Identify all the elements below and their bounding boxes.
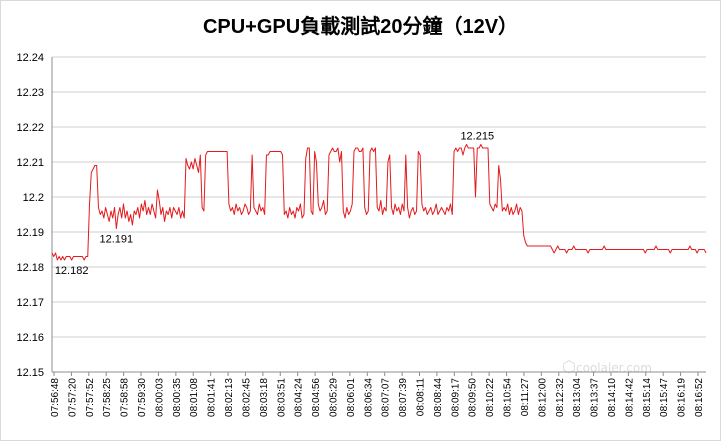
data-label: 12.182 (55, 265, 89, 277)
y-tick-label: 12.22 (16, 122, 44, 134)
x-tick-label: 08:14:10 (607, 378, 618, 417)
x-tick-label: 08:07:39 (398, 378, 409, 417)
y-tick-label: 12.18 (16, 262, 44, 274)
y-tick-label: 12.15 (16, 367, 44, 379)
chart-title: CPU+GPU負載測試20分鐘（12V） (202, 16, 519, 38)
x-tick-label: 08:05:29 (328, 378, 339, 417)
x-tick-label: 08:12:32 (555, 378, 566, 417)
x-tick-label: 08:09:50 (468, 378, 479, 417)
x-tick-label: 08:08:11 (416, 378, 427, 417)
x-tick-label: 07:58:25 (102, 378, 113, 417)
x-tick-label: 08:04:24 (294, 378, 305, 417)
x-tick-label: 08:04:56 (311, 378, 322, 417)
series-layer (51, 144, 707, 261)
x-tick-label: 08:02:13 (224, 378, 235, 417)
data-label: 12.191 (99, 234, 133, 246)
series-line-12v (51, 144, 707, 261)
y-tick-label: 12.16 (16, 332, 44, 344)
data-label: 12.215 (460, 131, 494, 143)
watermark: ⬡ coolaler.com (562, 357, 652, 376)
x-tick-label: 08:03:51 (276, 378, 287, 417)
data-labels: 12.182 12.191 12.215 (55, 131, 494, 278)
x-tick-label: 08:06:01 (346, 378, 357, 417)
y-tick-label: 12.21 (16, 157, 44, 169)
x-tick-label: 07:57:20 (67, 378, 78, 417)
x-tick-label: 08:00:03 (154, 378, 165, 417)
x-tick-label: 08:13:04 (572, 378, 583, 417)
x-tick-label: 08:09:17 (450, 378, 461, 417)
y-tick-label: 12.2 (23, 192, 44, 204)
y-tick-label: 12.23 (16, 87, 44, 99)
x-tick-label: 07:58:58 (120, 378, 131, 417)
x-tick-label: 08:10:22 (485, 378, 496, 417)
watermark-glyph: ⬡ (562, 357, 576, 376)
x-tick-label: 07:59:30 (137, 378, 148, 417)
x-tick-label: 08:12:00 (537, 378, 548, 417)
y-tick-label: 12.19 (16, 227, 44, 239)
x-tick-label: 08:15:14 (642, 378, 653, 417)
x-tick-label: 08:02:45 (241, 378, 252, 417)
x-tick-label: 08:03:18 (259, 378, 270, 417)
x-tick-label: 08:08:44 (433, 378, 444, 417)
watermark-text: coolaler.com (576, 361, 652, 375)
y-tick-label: 12.17 (16, 297, 44, 309)
x-tick-label: 08:11:27 (520, 378, 531, 417)
x-axis-ticks: 07:56:48 07:57:20 07:57:52 07:58:25 07:58:58… (50, 372, 705, 417)
gridlines (52, 56, 706, 373)
x-tick-label: 08:16:19 (677, 378, 688, 417)
x-tick-label: 08:01:41 (207, 378, 218, 417)
axes (51, 57, 706, 373)
y-tick-label: 12.24 (16, 52, 44, 64)
y-axis-ticks: 12.15 12.16 12.17 12.18 12.19 12.2 12.21 12.22 1… (16, 52, 44, 379)
x-tick-label: 08:13:37 (590, 378, 601, 417)
x-tick-label: 08:14:42 (624, 378, 635, 417)
x-tick-label: 08:01:08 (189, 378, 200, 417)
x-tick-label: 07:57:52 (85, 378, 96, 417)
x-tick-label: 08:15:47 (659, 378, 670, 417)
x-tick-label: 08:16:52 (694, 378, 705, 417)
x-tick-label: 07:56:48 (50, 378, 61, 417)
x-tick-label: 08:06:34 (363, 378, 374, 417)
x-tick-label: 08:00:35 (172, 378, 183, 417)
x-tick-label: 08:10:54 (503, 378, 514, 417)
x-tick-label: 08:07:07 (381, 378, 392, 417)
